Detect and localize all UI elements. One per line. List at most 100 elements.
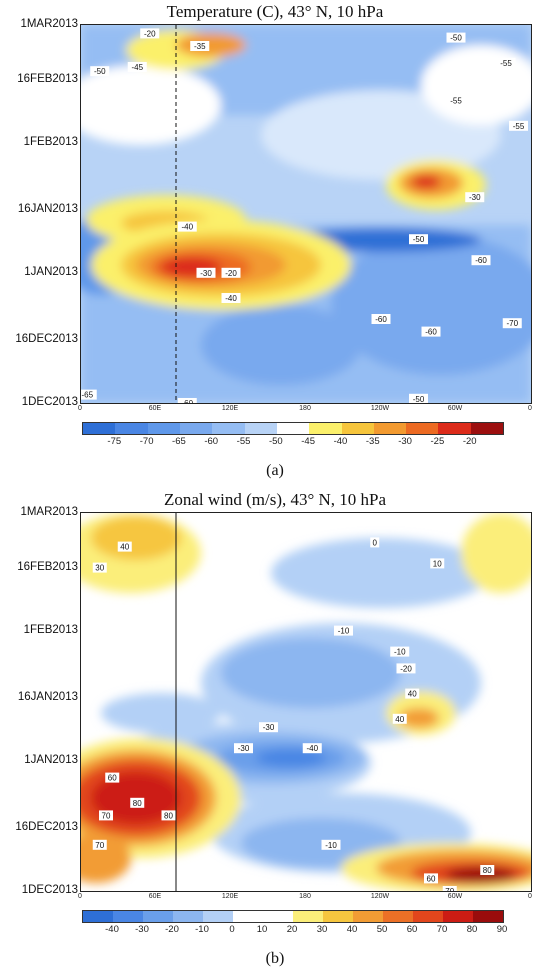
contour-label-box (92, 562, 107, 573)
y-tick-label: 1MAR2013 (20, 506, 78, 518)
contour-label-box (392, 713, 407, 724)
contour-label: 60 (105, 772, 120, 783)
colorbar-swatch (143, 911, 173, 922)
colorbar-swatch (309, 423, 342, 434)
contour-label-text: -10 (338, 627, 350, 636)
contour-label: -10 (390, 646, 410, 657)
contour-label-box (117, 541, 132, 552)
contour-label: -10 (321, 839, 341, 850)
field-region (461, 513, 531, 593)
contour-label: 70 (99, 810, 113, 821)
y-tick-label: 16DEC2013 (15, 821, 78, 833)
colorbar-label: 40 (346, 924, 358, 935)
contour-label-box (190, 41, 210, 51)
contour-label-box (259, 722, 278, 733)
x-tick-label: 120W (370, 405, 390, 412)
contour-label: 80 (130, 797, 145, 808)
contour-label-box (105, 772, 120, 783)
contour-label-box (99, 810, 113, 821)
colorbar-label: -55 (236, 436, 251, 447)
y-tick-label: 1MAR2013 (20, 18, 78, 30)
x-tick-label: 180 (299, 405, 311, 412)
contour-label: -65 (81, 389, 97, 400)
colorbar-label: -65 (172, 436, 186, 447)
contour-label-box (396, 663, 416, 674)
contour-label: 10 (430, 558, 445, 569)
contour-label: -50 (90, 66, 110, 77)
field-region (201, 305, 361, 385)
colorbar-label: -60 (204, 436, 219, 447)
contour-label-text: 30 (95, 564, 104, 573)
y-tick-label: 1DEC2013 (21, 884, 78, 896)
contour-label: -30 (234, 743, 253, 754)
contour-label-box (177, 398, 197, 403)
contour-label-text: 40 (395, 715, 404, 724)
contour-label: -40 (221, 293, 241, 303)
x-tick-label: 0 (78, 893, 82, 900)
x-tick-label: 180 (299, 893, 311, 900)
contour-label: -40 (302, 743, 322, 754)
contour-label-text: -40 (181, 223, 193, 232)
colorbar-swatch (341, 423, 374, 434)
contour-label: 70 (92, 839, 107, 850)
colorbar-label: -45 (301, 436, 316, 447)
colorbar-swatch (83, 423, 116, 434)
contour-label-text: -60 (425, 328, 437, 337)
contour-label-text: -10 (325, 841, 337, 850)
contour-label-text: -55 (450, 97, 462, 106)
colorbar-label: -40 (333, 436, 348, 447)
contour-label: -60 (177, 398, 197, 403)
field-region (271, 538, 491, 608)
colorbar-swatch (147, 423, 180, 434)
colorbar-swatch (263, 911, 293, 922)
contour-label: -40 (177, 221, 197, 232)
contour-label-text: -70 (506, 319, 518, 328)
zonal-wind-panel: Zonal wind (m/s), 43° N, 10 hPa (0, 488, 550, 976)
panel-label: (a) (266, 462, 284, 479)
contour-label-text: 80 (164, 811, 173, 820)
contour-label-text: -65 (81, 391, 93, 400)
contour-label: 80 (161, 810, 176, 821)
y-tick-label: 16JAN2013 (17, 202, 78, 215)
colorbar-swatch (179, 423, 213, 434)
contour-label-text: -50 (413, 235, 425, 244)
contour-label-box (430, 558, 445, 569)
contour-label-box (221, 267, 241, 278)
contour-label: -50 (409, 393, 428, 403)
y-tick-label: 16DEC2013 (15, 333, 78, 345)
x-tick-label: 0 (528, 893, 532, 900)
colorbar-label: -35 (365, 436, 380, 447)
colorbar-label: -20 (462, 436, 477, 447)
contour-label-box (502, 318, 522, 329)
field-region (256, 749, 326, 767)
colorbar-swatch (173, 911, 203, 922)
colorbar-label: -25 (430, 436, 445, 447)
temperature-plot-area: -20 -35 -50 -45 -50 -55 -55 -55 -30 -40 -50 -60 -20 -… (80, 24, 532, 404)
contour-label-text: -50 (94, 67, 106, 76)
colorbar-label: -10 (195, 924, 209, 935)
x-tick-label: 60W (447, 893, 463, 900)
contour-label-box (90, 66, 110, 77)
x-tick-label: 60W (447, 405, 463, 412)
contour-label-text: 80 (483, 866, 492, 875)
contour-label-text: -60 (181, 399, 193, 403)
contour-label-box (370, 537, 380, 548)
contour-label-text: -55 (513, 122, 525, 131)
colorbar-swatch (293, 911, 323, 922)
colorbar-swatch (203, 911, 233, 922)
field-region (331, 235, 531, 375)
contour-label-text: -40 (306, 744, 318, 753)
colorbar-swatch (470, 423, 504, 434)
x-tick-label: 120E (221, 893, 239, 900)
contour-label-box (465, 192, 485, 203)
contour-label: -45 (127, 62, 147, 72)
colorbar-label: -50 (268, 436, 283, 447)
contour-label-box (409, 393, 428, 403)
contour-label-box (480, 865, 495, 875)
contour-label-box (130, 797, 145, 808)
contour-label-text: -40 (225, 294, 237, 303)
contour-label: -30 (259, 722, 278, 733)
contour-label: 70 (442, 886, 457, 891)
colorbar-label: -30 (398, 436, 412, 447)
contour-label-text: 70 (95, 841, 104, 850)
